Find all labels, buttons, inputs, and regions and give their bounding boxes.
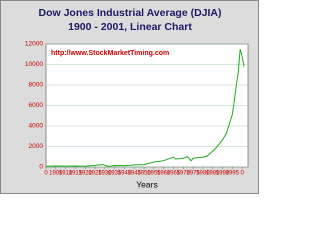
x-tick-label: 1905 — [49, 171, 63, 177]
x-tick-label: 1980 — [196, 171, 210, 177]
x-tick-label: 1915 — [69, 171, 83, 177]
x-axis-label: Years — [136, 179, 157, 189]
x-tick-label: 1930 — [98, 171, 112, 177]
chart-subtitle: 1900 - 2001, Linear Chart — [68, 21, 192, 33]
x-tick-label: 1965 — [167, 171, 181, 177]
x-tick-label: 1955 — [147, 171, 161, 177]
annotation: http://www.StockMarketTiming.com — [51, 50, 169, 57]
x-tick-label: 1960 — [157, 171, 171, 177]
x-tick-label: 1910 — [59, 171, 73, 177]
x-tick-label: 1925 — [88, 171, 102, 177]
y-tick-label: 4000 — [29, 123, 44, 130]
y-tick-label: 0 — [39, 164, 43, 171]
x-tick-label: 1940 — [118, 171, 132, 177]
data-line — [45, 49, 245, 167]
y-tick-label: 12000 — [25, 41, 43, 48]
x-tick-label: 0 — [44, 171, 48, 177]
x-tick-label: 1970 — [177, 171, 191, 177]
x-tick-label: 1975 — [186, 171, 200, 177]
chart-title: Dow Jones Industrial Average (DJIA) — [38, 7, 221, 19]
x-tick-label: 1995 — [226, 171, 240, 177]
y-tick-label: 10000 — [25, 61, 43, 68]
y-tick-label: 8000 — [29, 82, 44, 89]
x-tick-label: 0 — [240, 171, 244, 177]
x-tick-label: 1920 — [79, 171, 93, 177]
x-tick-label: 1985 — [206, 171, 220, 177]
y-tick-label: 6000 — [29, 102, 44, 109]
x-tick-label: 1990 — [216, 171, 230, 177]
y-tick-label: 2000 — [29, 143, 44, 150]
chart: Dow Jones Industrial Average (DJIA) 1900… — [0, 0, 259, 194]
x-tick-label: 1945 — [128, 171, 142, 177]
x-tick-label: 1935 — [108, 171, 122, 177]
x-tick-label: 1950 — [137, 171, 151, 177]
